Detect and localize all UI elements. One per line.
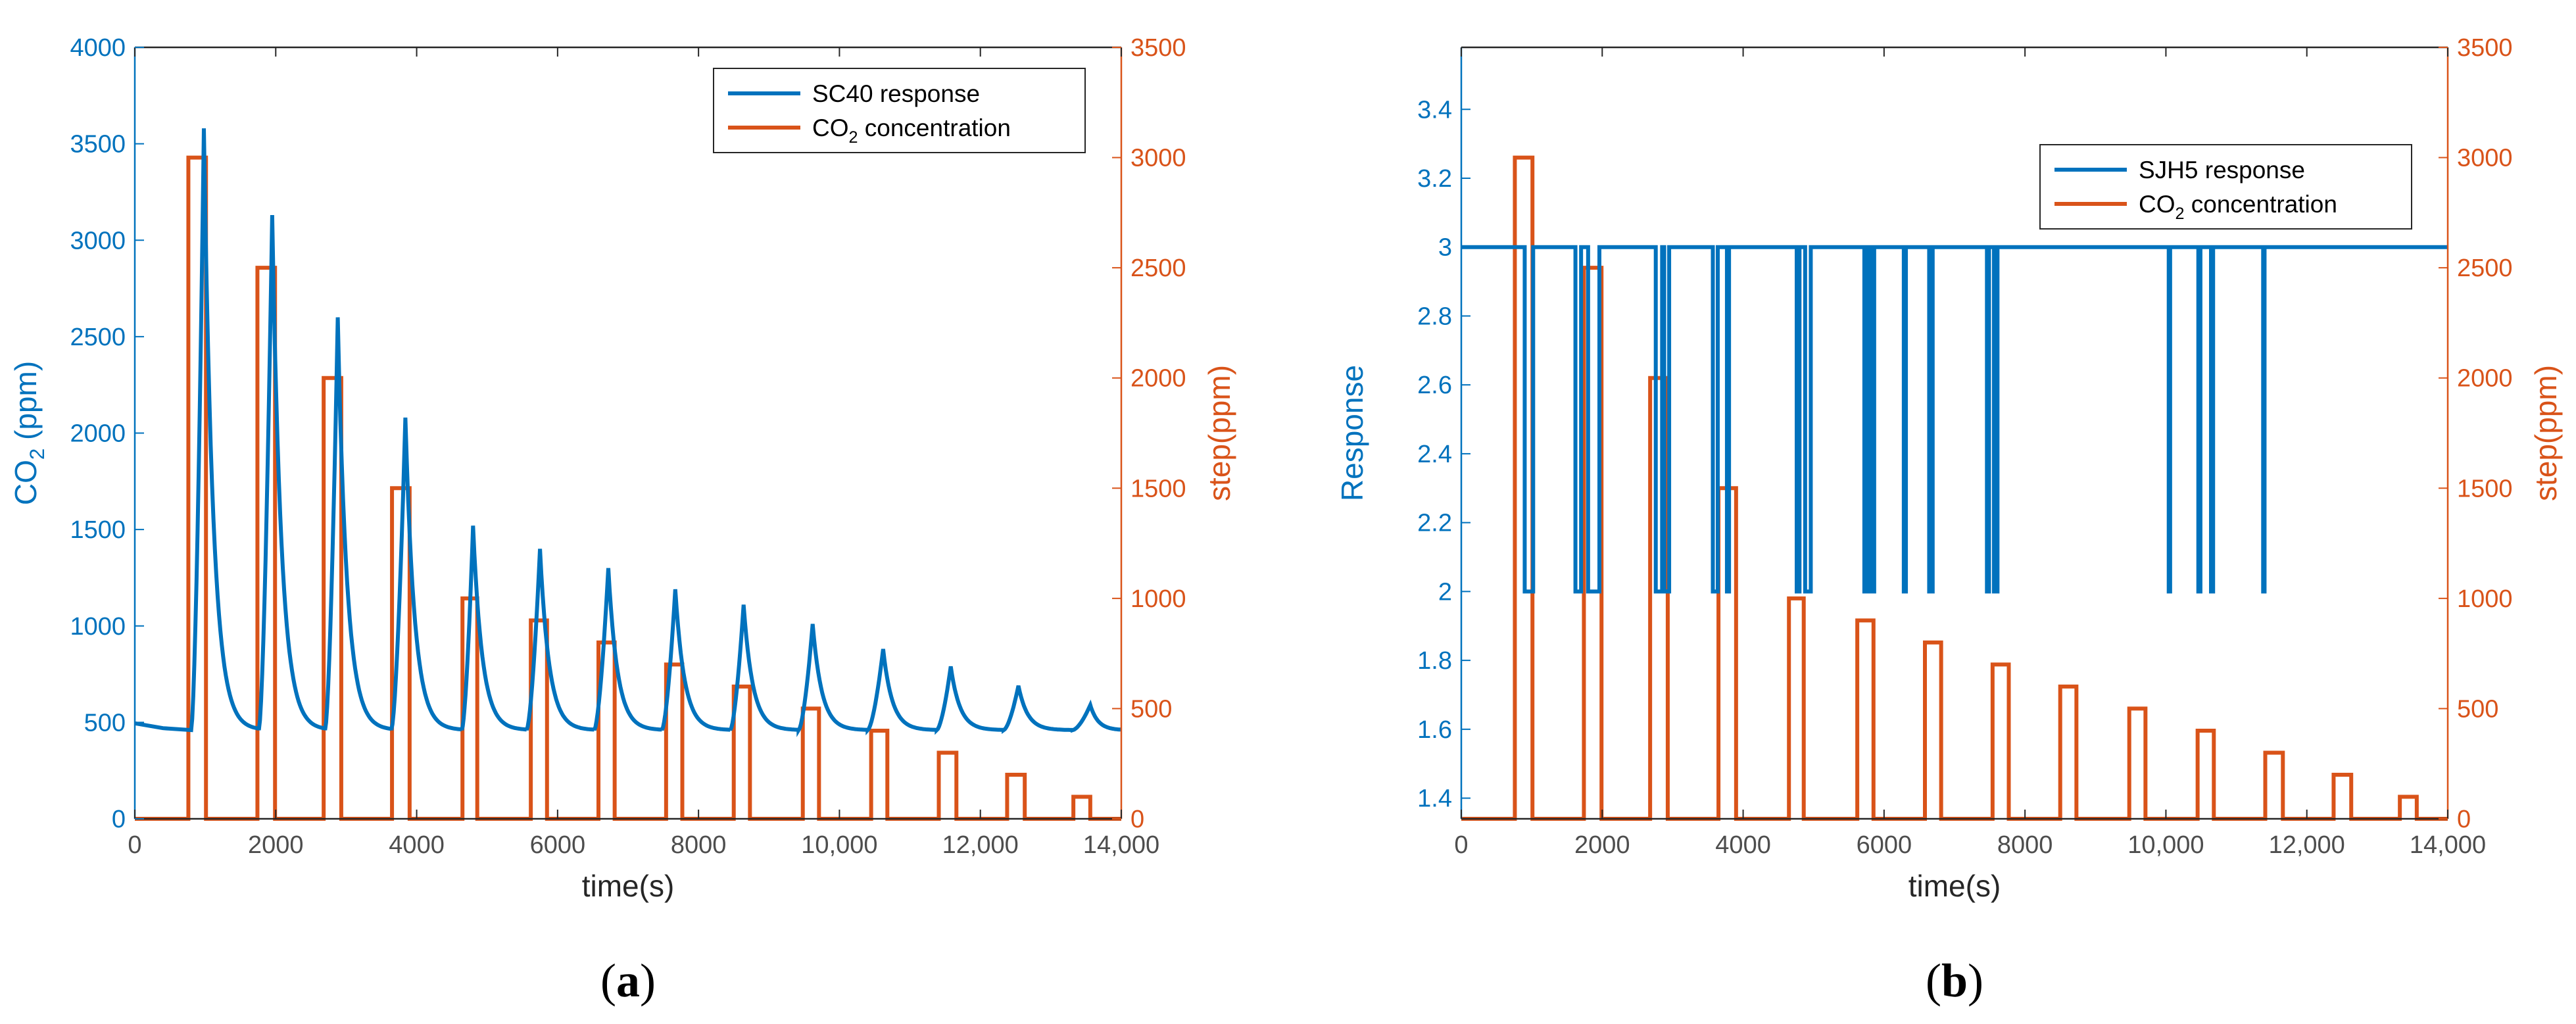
- y-left-axis-label: CO2 (ppm): [9, 361, 49, 505]
- y-right-tick-label: 3000: [1130, 145, 1186, 172]
- y-left-axis-label: Response: [1335, 365, 1369, 501]
- y-left-tick-label: 1.6: [1417, 716, 1452, 744]
- x-axis-label: time(s): [1908, 869, 2001, 903]
- legend-label-step: CO2 concentration: [2139, 191, 2337, 223]
- x-tick-label: 12,000: [942, 831, 1019, 859]
- x-tick-label: 14,000: [2410, 831, 2486, 859]
- y-right-tick-label: 500: [2457, 695, 2498, 723]
- y-right-tick-label: 3000: [2457, 145, 2513, 172]
- legend: SC40 response CO2 concentration: [713, 68, 1086, 153]
- x-tick-label: 0: [128, 831, 141, 859]
- y-left-tick-label: 3000: [70, 227, 126, 255]
- x-tick-label: 8000: [1997, 831, 2053, 859]
- series-response-line: [1461, 245, 2448, 594]
- y-right-tick-label: 500: [1130, 695, 1172, 723]
- chart-panel-b: 0 2000 4000 6000 8000 10,000 12,000 14,000 1.4 1.…: [1335, 34, 2563, 1007]
- legend-box: [713, 68, 1086, 153]
- x-tick-label: 14,000: [1083, 831, 1159, 859]
- y-left-tick-label: 2.6: [1417, 372, 1452, 399]
- y-left-tick-label: 2500: [70, 324, 126, 351]
- y-left-tick-label: 2: [1438, 578, 1452, 606]
- y-left-tick-label: 2000: [70, 420, 126, 448]
- x-tick-label: 12,000: [2269, 831, 2345, 859]
- y-right-tick-label: 3500: [2457, 34, 2513, 62]
- x-tick-label: 2000: [1574, 831, 1630, 859]
- plot-area: [135, 47, 1121, 819]
- y-right-tick-label: 2000: [2457, 365, 2513, 393]
- legend-label-response: SJH5 response: [2139, 157, 2305, 183]
- y-left-tick-label: 2.4: [1417, 441, 1452, 468]
- y-right-tick-label: 0: [2457, 806, 2471, 833]
- y-left-tick-label: 2.2: [1417, 510, 1452, 537]
- legend-label-step: CO2 concentration: [812, 114, 1011, 147]
- y-right-tick-label: 1000: [2457, 585, 2513, 613]
- y-right-tick-label: 0: [1130, 806, 1144, 833]
- panel-label-b: (b): [1926, 954, 1983, 1007]
- x-tick-label: 8000: [671, 831, 727, 859]
- x-tick-label: 4000: [1715, 831, 1771, 859]
- y-right-tick-label: 1500: [2457, 475, 2513, 502]
- y-right-tick-label: 3500: [1130, 34, 1186, 62]
- y-right-axis-label: step(ppm): [2529, 365, 2563, 501]
- y-left-tick-label: 1.4: [1417, 785, 1452, 813]
- y-left-tick-label: 500: [84, 709, 126, 737]
- x-tick-label: 10,000: [2127, 831, 2204, 859]
- y-right-tick-label: 2500: [1130, 255, 1186, 282]
- y-left-tick-label: 1000: [70, 613, 126, 641]
- y-left-tick-label: 3: [1438, 234, 1452, 262]
- y-left-tick-label: 3.4: [1417, 96, 1452, 124]
- x-axis-label: time(s): [582, 869, 675, 903]
- chart-panel-a: 0 2000 4000 6000 8000 10,000 12,000 14,00005001…: [9, 34, 1236, 1007]
- y-left-tick-label: 2.8: [1417, 303, 1452, 330]
- y-left-tick-label: 4000: [70, 34, 126, 62]
- series-response-line: [134, 128, 1122, 737]
- x-tick-label: 6000: [1857, 831, 1912, 859]
- x-tick-label: 6000: [530, 831, 586, 859]
- y-left-tick-label: 1.8: [1417, 647, 1452, 675]
- y-left-tick-label: 0: [112, 806, 126, 833]
- x-tick-label: 4000: [389, 831, 445, 859]
- x-tick-label: 2000: [248, 831, 304, 859]
- x-tick-label: 10,000: [801, 831, 877, 859]
- y-right-axis-label: step(ppm): [1202, 365, 1236, 501]
- x-tick-label: 0: [1454, 831, 1468, 859]
- y-right-tick-label: 2000: [1130, 365, 1186, 393]
- y-left-tick-label: 1500: [70, 516, 126, 544]
- y-right-tick-label: 2500: [2457, 255, 2513, 282]
- legend-label-response: SC40 response: [812, 80, 980, 107]
- legend: SJH5 response CO2 concentration: [2039, 144, 2412, 230]
- panel-label-a: (a): [600, 954, 656, 1007]
- y-right-tick-label: 1500: [1130, 475, 1186, 502]
- legend-box: [2039, 144, 2412, 230]
- y-left-tick-label: 3500: [70, 131, 126, 158]
- y-right-tick-label: 1000: [1130, 585, 1186, 613]
- y-left-tick-label: 3.2: [1417, 165, 1452, 193]
